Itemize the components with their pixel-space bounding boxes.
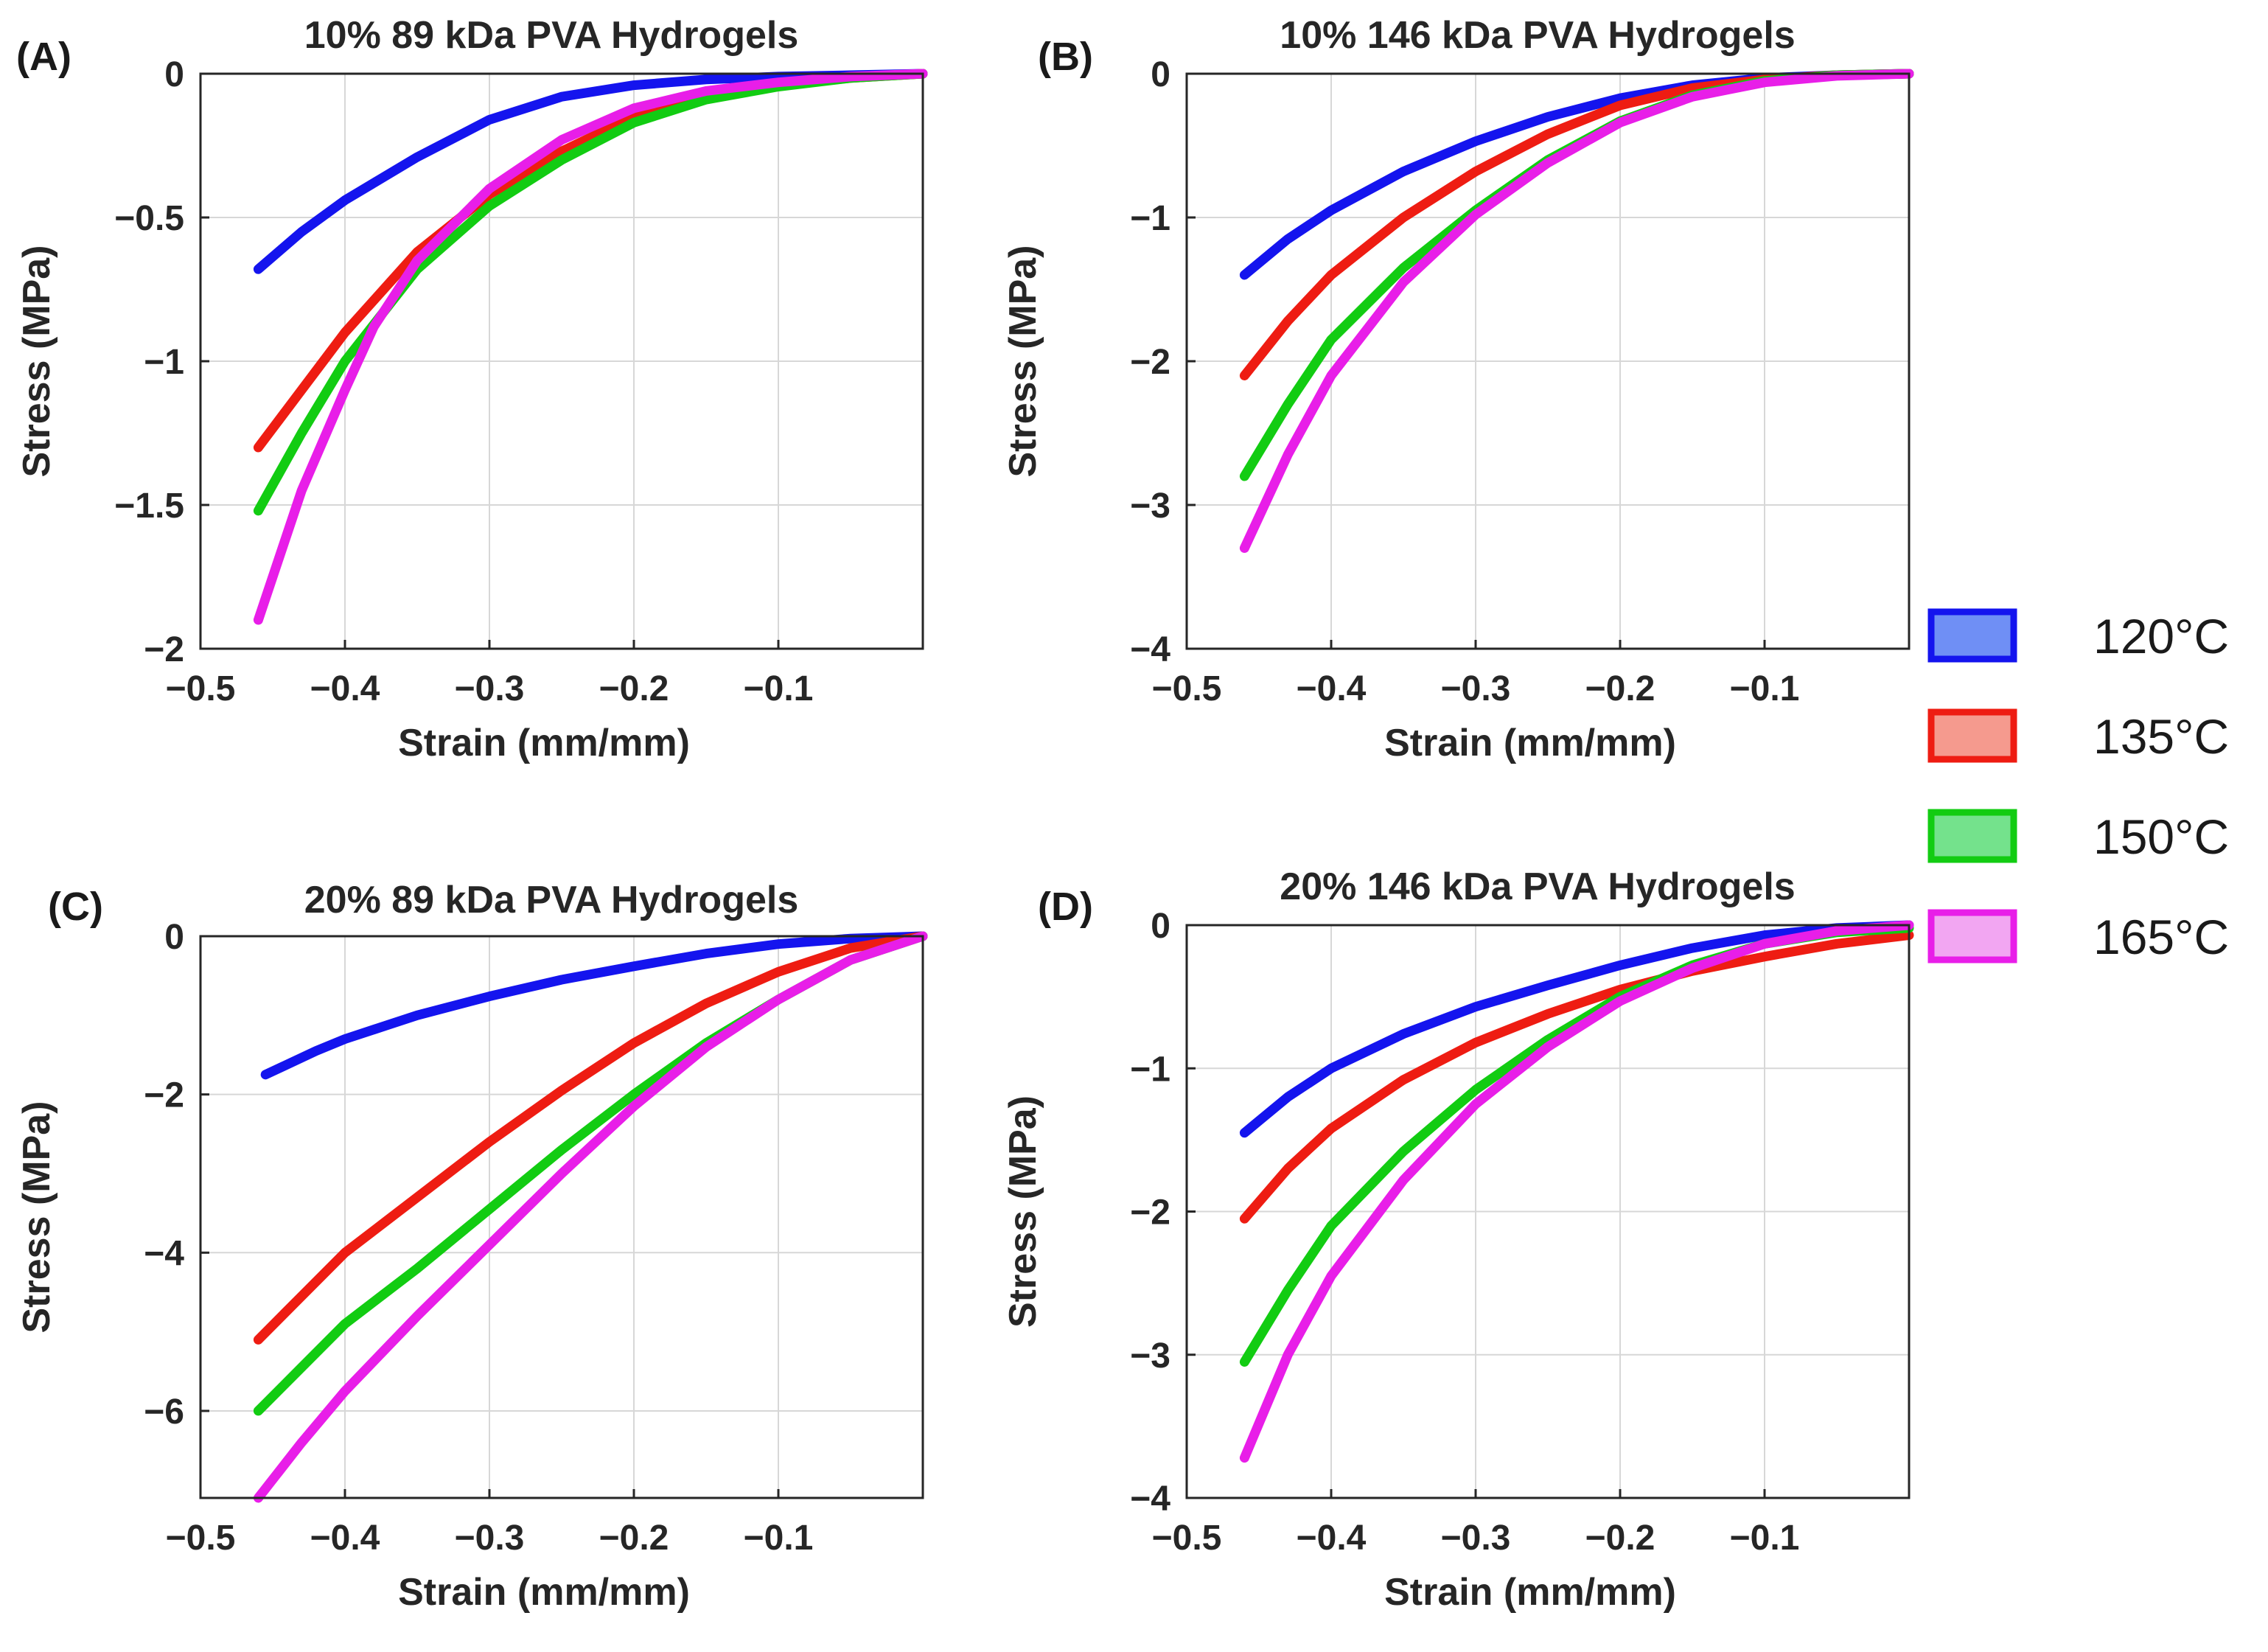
legend-label: 120°C [2093, 609, 2229, 663]
chart-title: 10% 89 kDa PVA Hydrogels [304, 14, 799, 57]
y-tick-label: −2 [144, 1076, 184, 1115]
legend-swatch [1927, 809, 2017, 863]
x-axis-label: Strain (mm/mm) [1384, 1571, 1676, 1614]
x-tick-label: −0.5 [1152, 669, 1222, 708]
series-line-2 [1239, 930, 1914, 1224]
y-tick-label: 0 [1151, 55, 1170, 94]
plot-frame [199, 935, 924, 1499]
x-tick-label: −0.3 [1441, 669, 1511, 708]
series-line-4 [1239, 69, 1914, 553]
y-axis-label: Stress (MPa) [15, 245, 58, 478]
series-line-4 [253, 69, 928, 625]
y-tick-label: −3 [1130, 487, 1170, 526]
y-tick-label: −2 [1130, 1193, 1170, 1233]
legend-label: 135°C [2093, 709, 2229, 764]
y-tick-label: −4 [1130, 630, 1170, 669]
legend-swatch [1927, 909, 2017, 963]
y-tick-label: −0.5 [114, 199, 184, 238]
y-axis-label: Stress (MPa) [15, 1101, 58, 1334]
legend: 120°C 135°C 150°C 165°C [1927, 608, 2229, 964]
chart-panel-4: −0.5 −0.4 −0.3 −0.2 −0.1 0 −1 −2 −3 −4 Strain (mm/… [1002, 865, 1914, 1614]
y-tick-label: −1.5 [114, 487, 184, 526]
panel-letter: (A) [16, 35, 71, 79]
chart-panel-2: −0.5 −0.4 −0.3 −0.2 −0.1 0 −1 −2 −3 −4 Strain (mm/… [1002, 14, 1914, 764]
chart-panel-3: −0.5 −0.4 −0.3 −0.2 −0.1 0 −2 −4 −6 Strain (mm/mm… [15, 879, 928, 1614]
legend-item: 120°C [1927, 608, 2229, 663]
panel-letter: (B) [1038, 35, 1093, 79]
x-tick-label: −0.5 [1152, 1519, 1222, 1558]
chart-title: 20% 146 kDa PVA Hydrogels [1280, 865, 1795, 908]
x-tick-label: −0.1 [1730, 669, 1800, 708]
series-line-2 [253, 931, 928, 1345]
y-tick-label: −4 [1130, 1480, 1170, 1519]
y-tick-label: 0 [1151, 907, 1170, 946]
y-tick-label: 0 [164, 918, 184, 957]
legend-item: 135°C [1927, 708, 2229, 764]
x-tick-label: −0.4 [1297, 669, 1367, 708]
panel-letter: (D) [1038, 885, 1093, 929]
x-tick-label: −0.3 [455, 669, 525, 708]
panel-letter: (C) [48, 885, 103, 929]
x-tick-label: −0.4 [310, 669, 380, 708]
legend-swatch [1927, 708, 2017, 763]
x-tick-label: −0.3 [455, 1519, 525, 1558]
x-tick-label: −0.2 [599, 669, 669, 708]
legend-label: 165°C [2093, 910, 2229, 964]
series-line-1 [1239, 920, 1914, 1138]
x-tick-label: −0.5 [166, 669, 236, 708]
y-tick-label: 0 [164, 55, 184, 94]
series-line-4 [1239, 920, 1914, 1463]
x-tick-label: −0.4 [310, 1519, 380, 1558]
plot-area [200, 936, 923, 1498]
x-axis-label: Strain (mm/mm) [1384, 722, 1676, 764]
y-tick-label: −2 [144, 630, 184, 669]
x-tick-label: −0.1 [1730, 1519, 1800, 1558]
y-tick-label: −3 [1130, 1336, 1170, 1376]
chart-panel-1: −0.5 −0.4 −0.3 −0.2 −0.1 0 −0.5 −1 −1.5 −2 Strain … [15, 14, 928, 764]
y-tick-label: −6 [144, 1393, 184, 1432]
y-axis-label: Stress (MPa) [1002, 245, 1044, 478]
chart-title: 20% 89 kDa PVA Hydrogels [304, 879, 799, 921]
x-tick-label: −0.2 [1585, 669, 1655, 708]
x-tick-label: −0.3 [1441, 1519, 1511, 1558]
y-tick-label: −2 [1130, 343, 1170, 382]
x-tick-label: −0.5 [166, 1519, 236, 1558]
y-tick-label: −4 [144, 1234, 184, 1273]
chart-panels: −0.5 −0.4 −0.3 −0.2 −0.1 0 −0.5 −1 −1.5 −2 Strain … [15, 14, 1914, 1614]
x-axis-label: Strain (mm/mm) [398, 722, 690, 764]
x-tick-label: −0.4 [1297, 1519, 1367, 1558]
x-tick-label: −0.2 [599, 1519, 669, 1558]
y-axis-label: Stress (MPa) [1002, 1095, 1044, 1328]
legend-item: 150°C [1927, 809, 2229, 864]
chart-title: 10% 146 kDa PVA Hydrogels [1280, 14, 1795, 57]
y-tick-label: −1 [1130, 1050, 1170, 1089]
x-tick-label: −0.1 [744, 669, 814, 708]
y-tick-label: −1 [144, 343, 184, 382]
legend-label: 150°C [2093, 809, 2229, 864]
x-tick-label: −0.1 [744, 1519, 814, 1558]
y-tick-label: −1 [1130, 199, 1170, 238]
series-line-1 [260, 931, 928, 1080]
legend-item: 165°C [1927, 909, 2229, 964]
legend-swatch [1927, 608, 2017, 663]
series-line-4 [253, 931, 928, 1503]
x-tick-label: −0.2 [1585, 1519, 1655, 1558]
x-axis-label: Strain (mm/mm) [398, 1571, 690, 1614]
